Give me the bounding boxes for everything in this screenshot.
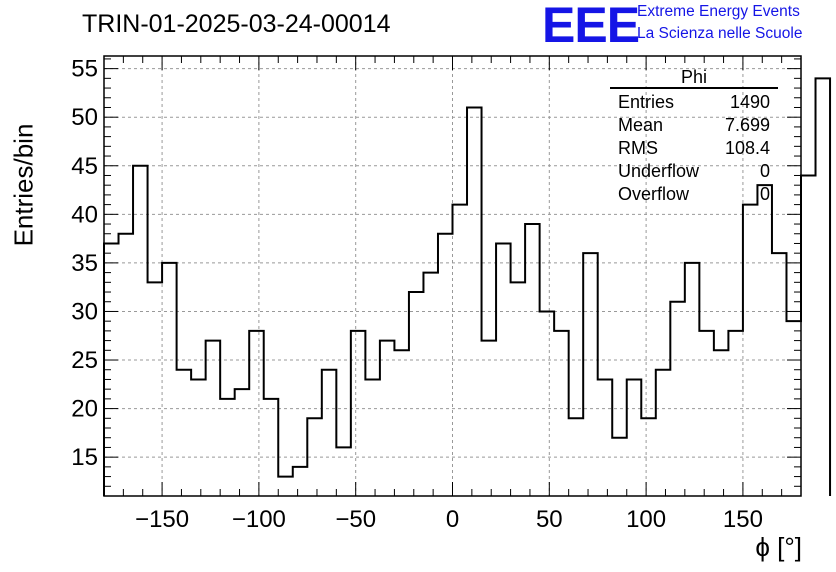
histogram-bar [598,379,613,496]
histogram-bar [336,447,351,496]
stats-value: 7.699 [724,115,770,135]
stats-title: Phi [680,67,707,87]
histogram-bar [191,379,206,496]
histogram-bar [423,273,438,496]
y-tick-label: 30 [71,298,98,325]
histogram-bar [801,175,816,496]
stats-box: Phi Entries 1490 Mean 7.699 RMS 108.4 Un… [610,68,778,206]
histogram-bar [685,263,700,496]
histogram-bar [249,331,264,496]
stats-divider [610,87,778,89]
histogram-bar [511,282,526,496]
histogram-bar [569,418,584,496]
histogram-bar [627,379,642,496]
stats-value: 108.4 [724,138,770,158]
histogram-bar [264,399,279,496]
stats-label: Overflow [618,184,690,204]
stats-row: Underflow 0 [610,160,778,183]
histogram-bar [220,399,235,496]
histogram-bar [612,438,627,496]
y-tick-label: 25 [71,347,98,374]
stats-row: Mean 7.699 [610,114,778,137]
histogram-bar [772,253,787,496]
histogram-bar [467,107,482,496]
y-tick-label: 50 [71,104,98,131]
eee-logo: EEE [542,0,640,53]
histogram-bar [743,205,758,496]
y-axis-label-box: Entries/bin [4,110,44,260]
logo-line-2: La Scienza nelle Scuole [637,25,803,42]
histogram-bar [409,292,424,496]
histogram-bar [235,389,250,496]
y-tick-label: 20 [71,396,98,423]
histogram-outline [103,77,832,496]
x-tick-label: −100 [232,506,286,533]
stats-value: 1490 [729,92,770,112]
histogram-bar [162,263,177,496]
histogram-bar [540,311,555,496]
stats-row: Overflow 0 [610,183,778,206]
histogram-bar [496,243,511,496]
histogram-bar [177,370,192,496]
histogram-bar [394,350,409,496]
histogram-bar [278,477,293,496]
stats-label: Underflow [618,161,700,181]
histogram-bar [757,185,772,496]
y-tick-label: 45 [71,153,98,180]
y-tick-label: 55 [71,56,98,83]
histogram-bar [482,341,497,496]
stats-label: Entries [618,92,675,112]
histogram-bar [133,166,148,496]
x-tick-label: 0 [446,506,459,533]
chart-title: TRIN-01-2025-03-24-00014 [82,10,391,38]
histogram-bar [351,331,366,496]
histogram-bar [714,350,729,496]
tick-labels: −150 −100 −50 0 50 100 150 15 20 25 30 35 40 45 50 55 [71,56,763,533]
y-axis-label: Entries/bin [8,123,39,247]
histogram-bar [322,370,337,496]
x-tick-label: 50 [536,506,563,533]
stats-label: Mean [618,115,664,135]
stats-row: RMS 108.4 [610,137,778,160]
logo-line-1: Extreme Energy Events [637,3,800,20]
stats-row: Entries 1490 [610,91,778,114]
histogram-bar [554,331,569,496]
x-tick-label: 150 [723,506,763,533]
histogram-bar [583,253,598,496]
x-axis-label: ϕ [°] [755,532,802,562]
stats-label: RMS [618,138,658,158]
histogram-bar [728,331,743,496]
histogram-bar [365,379,380,496]
histogram-bar [656,370,671,496]
stats-value: 0 [759,184,770,204]
y-tick-label: 40 [71,201,98,228]
x-tick-label: −150 [135,506,189,533]
histogram-bar [699,331,714,496]
histogram-bars [103,77,832,496]
histogram-bar [641,418,656,496]
histogram-bar [816,78,831,496]
histogram-bar [670,302,685,496]
histogram-bar [380,341,395,496]
histogram-bar [453,205,468,496]
histogram-bar [148,282,163,496]
x-tick-label: −50 [335,506,376,533]
y-tick-label: 15 [71,444,98,471]
y-tick-label: 35 [71,250,98,277]
x-tick-label: 100 [626,506,666,533]
stats-value: 0 [759,161,770,181]
histogram-bar [293,467,308,496]
histogram-bar [206,341,221,496]
plot-frame [103,55,802,497]
